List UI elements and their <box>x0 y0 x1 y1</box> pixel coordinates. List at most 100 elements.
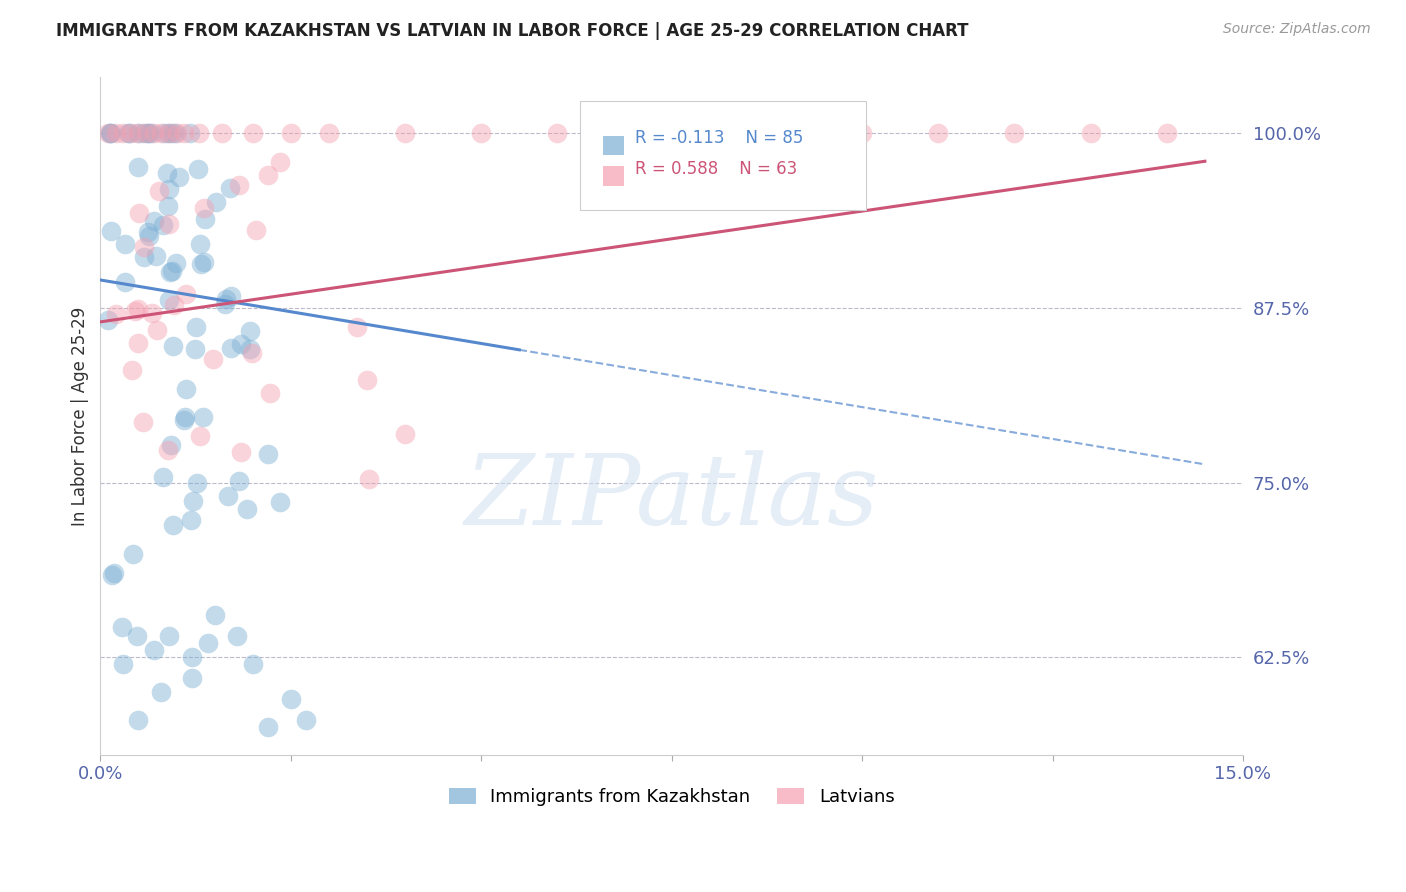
Point <box>97 126 120 140</box>
Point <box>269 155 291 169</box>
Text: IMMIGRANTS FROM KAZAKHSTAN VS LATVIAN IN LABOR FORCE | AGE 25-29 CORRELATION CHA: IMMIGRANTS FROM KAZAKHSTAN VS LATVIAN IN… <box>56 22 969 40</box>
Text: Source: ZipAtlas.com: Source: ZipAtlas.com <box>1223 22 1371 37</box>
Point <box>197 635 219 649</box>
Point <box>318 126 340 140</box>
Point <box>150 685 173 699</box>
Point <box>190 257 212 271</box>
Point <box>105 307 128 321</box>
Point <box>127 335 149 350</box>
Point <box>851 126 873 140</box>
Point <box>280 692 302 706</box>
Point <box>127 713 149 727</box>
Point <box>927 126 949 140</box>
Point <box>219 288 242 302</box>
FancyBboxPatch shape <box>603 136 624 155</box>
Point <box>136 126 159 140</box>
Point <box>148 184 170 198</box>
Point <box>242 126 264 140</box>
Point <box>111 619 134 633</box>
Point <box>124 304 146 318</box>
Point <box>157 126 180 140</box>
Point <box>242 657 264 672</box>
Point <box>114 275 136 289</box>
Point <box>157 629 180 643</box>
Point <box>162 126 184 140</box>
Point <box>180 671 202 685</box>
Point <box>239 324 262 338</box>
Point <box>157 443 180 458</box>
Point <box>127 126 149 140</box>
Point <box>159 265 181 279</box>
Point <box>181 493 204 508</box>
Point <box>117 126 139 140</box>
Point <box>180 513 202 527</box>
Point <box>186 475 208 490</box>
Text: R = 0.588    N = 63: R = 0.588 N = 63 <box>636 160 797 178</box>
Point <box>127 126 149 140</box>
Point <box>152 126 174 140</box>
Point <box>205 194 228 209</box>
Point <box>112 126 135 140</box>
Point <box>152 470 174 484</box>
Point <box>184 342 207 356</box>
Point <box>775 126 797 140</box>
Point <box>269 495 291 509</box>
Point <box>173 413 195 427</box>
Point <box>97 312 120 326</box>
FancyBboxPatch shape <box>603 166 624 186</box>
Point <box>214 297 236 311</box>
Point <box>103 566 125 581</box>
Point <box>112 657 135 672</box>
Point <box>142 643 165 657</box>
Point <box>221 342 243 356</box>
Point <box>141 306 163 320</box>
Point <box>215 292 238 306</box>
Point <box>188 126 211 140</box>
Point <box>163 126 186 140</box>
FancyBboxPatch shape <box>581 101 866 210</box>
Point <box>295 713 318 727</box>
Point <box>173 409 195 424</box>
Point <box>163 298 186 312</box>
Point <box>136 226 159 240</box>
Legend: Immigrants from Kazakhstan, Latvians: Immigrants from Kazakhstan, Latvians <box>441 780 901 814</box>
Point <box>229 337 252 351</box>
Point <box>160 264 183 278</box>
Point <box>141 126 163 140</box>
Point <box>127 302 149 317</box>
Point <box>157 182 180 196</box>
Point <box>118 126 141 140</box>
Point <box>546 126 568 140</box>
Point <box>167 170 190 185</box>
Point <box>1004 126 1026 140</box>
Text: R = -0.113    N = 85: R = -0.113 N = 85 <box>636 129 803 147</box>
Point <box>104 126 127 140</box>
Point <box>217 490 239 504</box>
Point <box>150 126 173 140</box>
Point <box>100 567 122 582</box>
Point <box>120 126 142 140</box>
Point <box>135 126 157 140</box>
Point <box>121 547 143 561</box>
Point <box>257 720 280 734</box>
Point <box>155 166 177 180</box>
Point <box>146 323 169 337</box>
Point <box>188 429 211 443</box>
Point <box>257 447 280 461</box>
Point <box>128 205 150 219</box>
Point <box>145 249 167 263</box>
Point <box>132 415 155 429</box>
Point <box>121 363 143 377</box>
Point <box>188 237 211 252</box>
Point <box>162 339 184 353</box>
Point <box>280 126 302 140</box>
Point <box>211 126 233 140</box>
Point <box>100 126 122 140</box>
Point <box>100 224 122 238</box>
Point <box>228 474 250 488</box>
Point <box>1156 126 1178 140</box>
Point <box>219 180 242 194</box>
Point <box>156 126 179 140</box>
Point <box>229 445 252 459</box>
Point <box>394 426 416 441</box>
